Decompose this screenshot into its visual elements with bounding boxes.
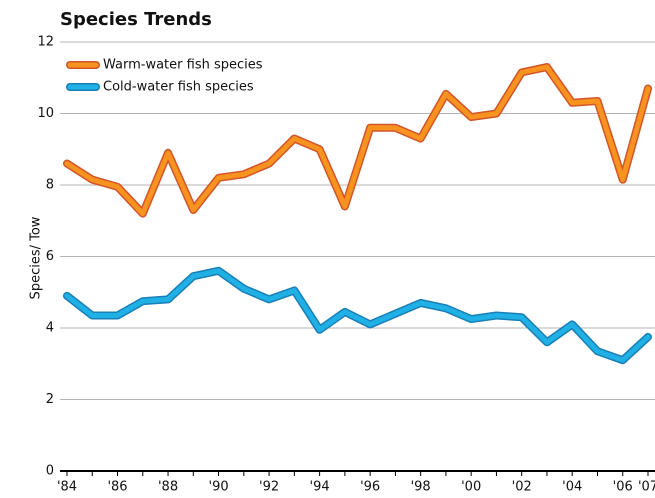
x-tick-label: '00: [461, 480, 481, 495]
x-tick-label: '84: [57, 480, 77, 495]
x-tick-label: '04: [562, 480, 582, 495]
line: [64, 64, 651, 217]
x-tick-label: '94: [310, 480, 330, 495]
y-tick-label: 2: [46, 392, 54, 407]
x-tick-label: '07: [638, 480, 655, 495]
line: [64, 268, 651, 363]
x-tick-label: '86: [107, 480, 127, 495]
x-tick-label: '96: [360, 480, 380, 495]
y-tick-label: 4: [46, 321, 54, 336]
chart-title: Species Trends: [60, 9, 212, 30]
y-tick-label: 6: [46, 249, 54, 264]
x-tick-label: '88: [158, 480, 178, 495]
y-tick-label: 12: [37, 35, 54, 50]
x-tick-label: '98: [411, 480, 431, 495]
y-axis-label: Species/ Tow: [29, 216, 44, 299]
x-tick-label: '90: [209, 480, 229, 495]
y-tick-label: 8: [46, 178, 54, 193]
x-tick-label: '06: [613, 480, 633, 495]
y-tick-label: 10: [37, 106, 54, 121]
legend-label: Warm-water fish species: [103, 58, 263, 73]
x-tick-label: '02: [512, 480, 532, 495]
y-tick-label: 0: [46, 464, 54, 479]
legend-label: Cold-water fish species: [103, 80, 254, 95]
x-tick-label: '92: [259, 480, 279, 495]
